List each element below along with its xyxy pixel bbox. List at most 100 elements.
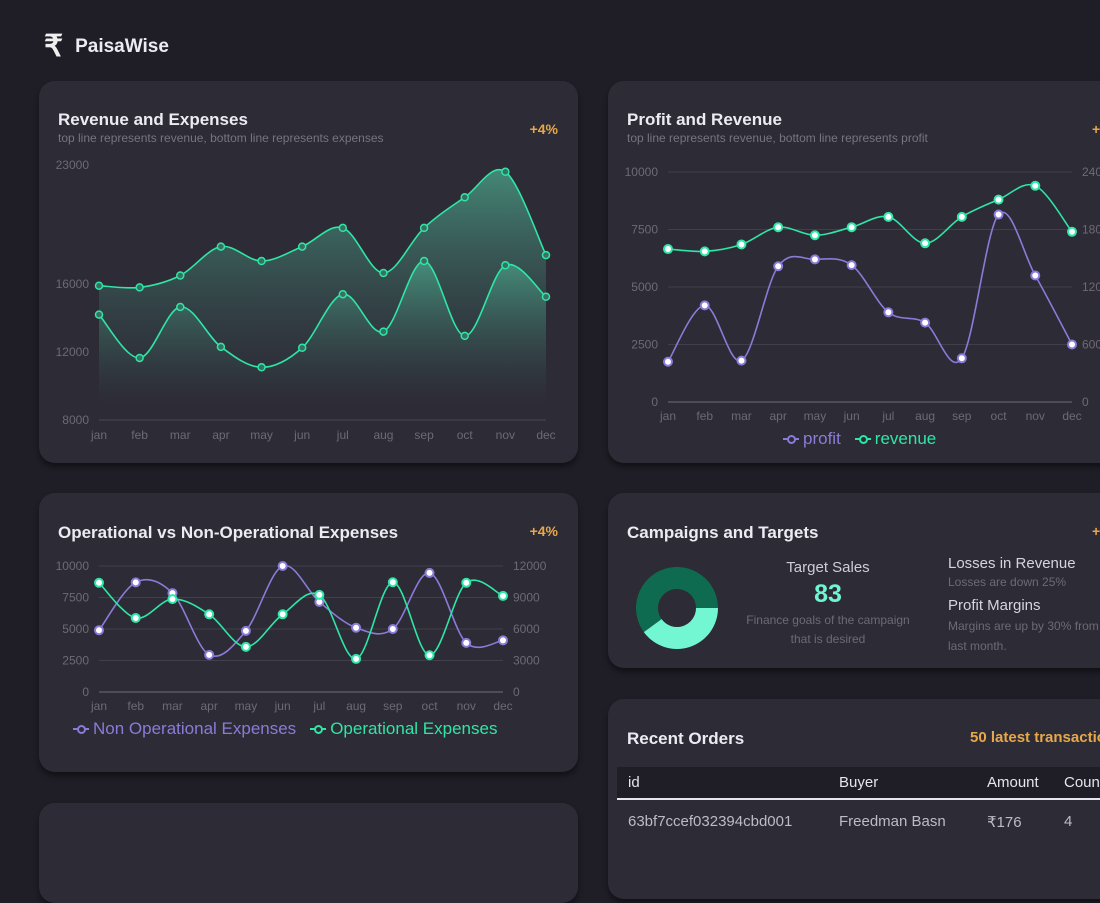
card-subtitle: top line represents revenue, bottom line… (627, 131, 928, 145)
data-point (204, 609, 215, 620)
y-right-tick-label: 12000 (513, 559, 547, 573)
y-tick-label: 12000 (56, 345, 90, 359)
x-tick-label: jan (90, 699, 107, 713)
data-point (424, 567, 435, 578)
x-tick-label: may (250, 428, 273, 442)
data-point (883, 211, 894, 222)
x-tick-label: jan (659, 409, 676, 423)
x-tick-label: sep (383, 699, 403, 713)
x-tick-label: oct (457, 428, 474, 442)
change-badge: +4% (1092, 121, 1100, 137)
column-header-id[interactable]: id (628, 774, 640, 791)
data-point (135, 353, 144, 363)
x-tick-label: mar (170, 428, 191, 442)
y-left-tick-label: 0 (651, 395, 658, 409)
latest-transactions-link[interactable]: 50 latest transactions (970, 729, 1100, 746)
data-point (663, 244, 673, 255)
target-sales: Target Sales 83 Finance goals of the cam… (733, 559, 923, 649)
y-left-tick-label: 10000 (56, 559, 90, 573)
data-point (773, 222, 784, 233)
y-left-tick-label: 2500 (62, 654, 89, 668)
data-point (736, 239, 747, 250)
data-point (920, 238, 931, 249)
data-point (387, 577, 398, 588)
data-point (1030, 270, 1041, 281)
x-tick-label: sep (414, 428, 434, 442)
y-left-tick-label: 5000 (631, 280, 658, 294)
margins-desc: Margins are up by 30% from last month. (948, 619, 1099, 653)
operational-expenses-card: Operational vs Non-Operational Expenses … (39, 493, 578, 772)
cell-amount: ₹176 (987, 813, 1022, 831)
profit-revenue-card: Profit and Revenue top line represents r… (608, 81, 1100, 463)
y-left-tick-label: 5000 (62, 622, 89, 636)
data-point (541, 250, 551, 260)
data-point (351, 622, 362, 633)
column-header-count[interactable]: Count (1064, 774, 1100, 791)
x-tick-label: may (235, 699, 258, 713)
profit-revenue-chart: 0 2500 5000 7500 10000 0 6000 12000 18000 24000 ja… (625, 165, 1100, 423)
donut-segment (636, 567, 718, 633)
y-left-tick-label: 7500 (62, 591, 89, 605)
data-point (130, 612, 141, 623)
data-point (257, 256, 266, 266)
card-subtitle: top line represents revenue, bottom line… (58, 131, 384, 145)
x-tick-label: oct (991, 409, 1008, 423)
data-point (920, 317, 931, 328)
revenue-expenses-card: Revenue and Expenses top line represents… (39, 81, 578, 463)
data-point (94, 281, 104, 290)
legend-item-revenue[interactable]: revenue (854, 429, 936, 449)
cell-id: 63bf7ccef032394cbd001 (628, 813, 793, 830)
data-point (956, 353, 967, 364)
data-point (94, 577, 104, 588)
line-marker-icon (73, 725, 89, 734)
data-point (167, 594, 178, 605)
legend-item-non-operational[interactable]: Non Operational Expenses (73, 719, 296, 739)
x-tick-label: dec (536, 428, 555, 442)
card-title: Operational vs Non-Operational Expenses (58, 523, 399, 542)
line-marker-icon (854, 435, 871, 444)
data-point (498, 635, 508, 646)
legend-item-profit[interactable]: profit (783, 429, 841, 449)
data-point (94, 625, 104, 636)
data-point (460, 193, 469, 202)
data-point (130, 577, 141, 588)
table-header: id Buyer Amount Count (617, 767, 1100, 799)
column-header-buyer[interactable]: Buyer (839, 774, 879, 791)
data-point (419, 223, 429, 233)
data-point (460, 331, 469, 341)
x-tick-label: apr (212, 428, 229, 442)
change-badge: +4% (529, 121, 558, 137)
recent-orders-card: Recent Orders 50 latest transactions id … (608, 699, 1100, 899)
target-value: 83 (814, 580, 842, 608)
data-point (883, 307, 894, 318)
brand[interactable]: ₹ PaisaWise (44, 32, 169, 62)
operational-expenses-chart: 0 2500 5000 7500 10000 0 3000 6000 9000 12000 jan f… (56, 559, 547, 713)
legend-item-operational[interactable]: Operational Expenses (310, 719, 497, 739)
table-row[interactable]: 63bf7ccef032394cbd001 Freedman Basn ₹176… (617, 799, 1100, 843)
campaign-stats: Losses in Revenue Losses are down 25% Pr… (948, 555, 1100, 656)
x-tick-label: feb (131, 428, 148, 442)
y-left-tick-label: 0 (82, 685, 89, 699)
x-tick-label: mar (731, 409, 752, 423)
y-right-tick-label: 3000 (513, 654, 540, 668)
data-point (314, 589, 325, 600)
campaign-donut-chart (636, 567, 718, 649)
column-header-amount[interactable]: Amount (987, 774, 1039, 791)
orders-table: id Buyer Amount Count 63bf7ccef032394cbd… (617, 767, 1100, 843)
data-point (387, 624, 398, 634)
data-point (216, 242, 226, 251)
x-tick-label: aug (373, 428, 393, 442)
x-tick-label: jul (881, 409, 894, 423)
donut-segment (643, 608, 718, 649)
data-point (297, 242, 307, 251)
data-point (240, 625, 251, 636)
y-right-tick-label: 6000 (513, 622, 540, 636)
chart-legend: Non Operational Expenses Operational Exp… (73, 719, 497, 739)
x-tick-label: apr (201, 699, 218, 713)
data-point (699, 246, 710, 257)
y-tick-label: 8000 (62, 413, 89, 427)
x-tick-label: nov (1026, 409, 1045, 423)
change-badge: +4% (529, 523, 558, 539)
data-point (846, 260, 857, 271)
data-point (379, 327, 388, 336)
